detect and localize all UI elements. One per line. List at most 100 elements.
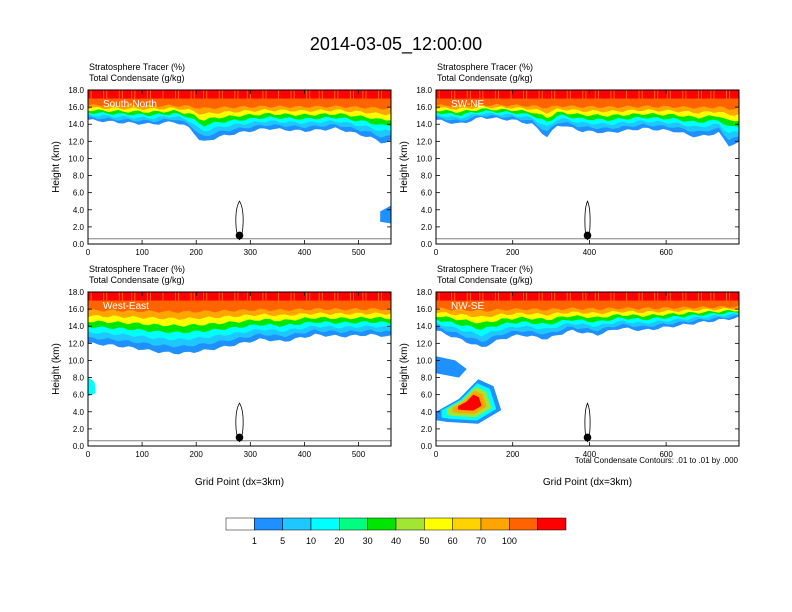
- x-tick-label: 0: [434, 450, 439, 459]
- tracer-top-band: [88, 90, 391, 99]
- y-tick-label: 16.0: [416, 305, 432, 314]
- panel-2: 0.0 2.0 4.0 6.0 8.0 10.0 12.0 14.0 16.0 18.0 0 200 4…: [399, 62, 740, 257]
- tracer-field: [436, 90, 739, 241]
- y-tick-label: 0.0: [421, 240, 433, 249]
- y-tick-label: 4.0: [73, 408, 85, 417]
- colorbar-label: 40: [391, 536, 401, 546]
- colorbar-label: 60: [448, 536, 458, 546]
- y-tick-label: 16.0: [416, 103, 432, 112]
- panel-1: 0.0 2.0 4.0 6.0 8.0 10.0 12.0 14.0 16.0 18.0 0 100 2…: [51, 62, 392, 257]
- y-tick-label: 18.0: [416, 86, 432, 95]
- y-tick-label: 12.0: [68, 339, 84, 348]
- colorbar-swatch: [339, 517, 368, 531]
- y-tick-label: 14.0: [416, 120, 432, 129]
- colorbar-swatch: [254, 517, 283, 531]
- tracer-field: [436, 292, 739, 443]
- y-tick-label: 14.0: [68, 322, 84, 331]
- colorbar-swatch: [452, 517, 482, 531]
- y-tick-label: 18.0: [416, 288, 432, 297]
- x-tick-label: 400: [298, 450, 312, 459]
- y-tick-label: 16.0: [68, 103, 84, 112]
- colorbar-label: 70: [476, 536, 486, 546]
- x-tick-label: 0: [434, 248, 439, 257]
- y-tick-label: 10.0: [416, 154, 432, 163]
- y-tick-label: 12.0: [68, 137, 84, 146]
- tracer-field: [88, 90, 391, 241]
- x-tick-label: 500: [352, 248, 366, 257]
- colorbar-label: 50: [419, 536, 429, 546]
- x-tick-label: 200: [190, 248, 204, 257]
- colorbar-swatch: [509, 517, 538, 531]
- condensate-blob-5: [458, 394, 482, 411]
- x-tick-label: 200: [506, 450, 520, 459]
- x-axis-label: Grid Point (dx=3km): [543, 477, 632, 488]
- panel-subtitle-condensate: Total Condensate (g/kg): [437, 275, 533, 285]
- y-tick-label: 4.0: [421, 206, 433, 215]
- x-tick-label: 600: [659, 450, 673, 459]
- x-tick-label: 200: [506, 248, 520, 257]
- x-tick-label: 400: [583, 450, 597, 459]
- tracer-field: [88, 292, 391, 443]
- panel-3: 0.0 2.0 4.0 6.0 8.0 10.0 12.0 14.0 16.0 18.0 0 100 2…: [51, 264, 392, 488]
- y-tick-label: 10.0: [416, 356, 432, 365]
- colorbar-label: 5: [280, 536, 285, 546]
- colorbar-label: 20: [334, 536, 344, 546]
- colorbar-label: 1: [252, 536, 257, 546]
- colorbar: 1 5 10 20 30 40 50 60 70 100: [225, 517, 567, 546]
- colorbar-swatch: [367, 517, 397, 531]
- colorbar-swatch: [537, 517, 567, 531]
- y-tick-label: 4.0: [73, 206, 85, 215]
- y-tick-label: 0.0: [73, 240, 85, 249]
- y-axis-label: Height (km): [51, 343, 62, 395]
- tracer-top-band: [436, 292, 739, 301]
- tracer-top-band: [88, 292, 391, 301]
- y-tick-label: 14.0: [68, 120, 84, 129]
- condensate-contour: [584, 200, 591, 241]
- colorbar-swatch: [225, 517, 255, 531]
- y-tick-label: 14.0: [416, 322, 432, 331]
- x-tick-label: 400: [583, 248, 597, 257]
- y-tick-label: 12.0: [416, 137, 432, 146]
- x-tick-label: 500: [352, 450, 366, 459]
- contour-footnote: Total Condensate Contours: .01 to .01 by…: [575, 456, 739, 465]
- panel-subtitle-tracer: Stratosphere Tracer (%): [89, 62, 185, 72]
- location-marker: [235, 231, 244, 240]
- condensate-patch: [88, 377, 96, 397]
- colorbar-label: 10: [306, 536, 316, 546]
- x-tick-label: 100: [135, 450, 149, 459]
- y-tick-label: 12.0: [416, 339, 432, 348]
- condensate-contour: [584, 402, 591, 443]
- plot-frame: [435, 89, 740, 245]
- y-axis-label: Height (km): [399, 141, 410, 193]
- y-tick-label: 10.0: [68, 154, 84, 163]
- y-tick-label: 18.0: [68, 86, 84, 95]
- colorbar-label: 100: [502, 536, 517, 546]
- x-tick-label: 0: [86, 248, 91, 257]
- y-tick-label: 8.0: [73, 374, 85, 383]
- x-tick-label: 400: [298, 248, 312, 257]
- colorbar-swatch: [395, 517, 425, 531]
- x-tick-label: 300: [244, 248, 258, 257]
- y-tick-label: 2.0: [421, 223, 433, 232]
- panel-subtitle-tracer: Stratosphere Tracer (%): [437, 62, 533, 72]
- x-axis-label: Grid Point (dx=3km): [195, 477, 284, 488]
- condensate-contour: [235, 402, 244, 443]
- condensate-patch: [380, 205, 391, 224]
- x-tick-label: 600: [659, 248, 673, 257]
- y-tick-label: 18.0: [68, 288, 84, 297]
- location-marker: [235, 433, 244, 442]
- panel-4: 0.0 2.0 4.0 6.0 8.0 10.0 12.0 14.0 16.0 18.0 0 200 4…: [399, 264, 740, 488]
- y-tick-label: 6.0: [73, 391, 85, 400]
- colorbar-swatch: [480, 517, 510, 531]
- y-tick-label: 16.0: [68, 305, 84, 314]
- y-tick-label: 4.0: [421, 408, 433, 417]
- panel-label: SW-NE: [451, 99, 484, 110]
- y-axis-label: Height (km): [51, 141, 62, 193]
- y-tick-label: 0.0: [421, 442, 433, 451]
- y-tick-label: 8.0: [421, 172, 433, 181]
- panel-label: South-North: [103, 99, 157, 110]
- panel-label: NW-SE: [451, 301, 484, 312]
- condensate-contour: [235, 200, 244, 241]
- condensate-patch: [436, 356, 467, 378]
